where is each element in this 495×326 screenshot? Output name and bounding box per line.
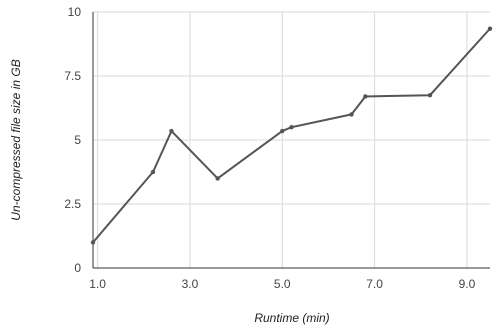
data-point — [280, 128, 285, 134]
data-point — [289, 125, 294, 130]
x-tick-label: 9.0 — [459, 277, 476, 291]
x-tick-label: 7.0 — [366, 277, 383, 291]
y-tick-label: 7.5 — [64, 69, 81, 83]
data-point — [150, 169, 156, 175]
y-tick-label: 10 — [68, 5, 82, 19]
series-line — [92, 27, 491, 244]
data-point — [169, 128, 174, 134]
axes — [92, 12, 490, 269]
data-point — [487, 26, 493, 31]
x-tick-label: 3.0 — [182, 277, 199, 291]
x-tick-label: 1.0 — [89, 277, 106, 291]
data-point — [363, 94, 368, 99]
grid — [93, 11, 490, 269]
data-point — [90, 240, 96, 245]
data-point — [215, 176, 220, 181]
data-point — [349, 112, 354, 117]
y-axis-title: Un-compressed file size in GB — [9, 59, 23, 220]
series-group — [90, 26, 493, 245]
y-tick-label: 5 — [74, 133, 81, 147]
x-axis-title: Runtime (min) — [254, 311, 329, 325]
y-tick-label: 2.5 — [64, 197, 81, 211]
data-point — [427, 93, 433, 98]
y-tick-label: 0 — [74, 261, 81, 275]
tick-labels: 0 2.5 5 7.5 10 1.0 3.0 5.0 7.0 9.0 — [64, 5, 475, 291]
x-tick-label: 5.0 — [274, 277, 291, 291]
